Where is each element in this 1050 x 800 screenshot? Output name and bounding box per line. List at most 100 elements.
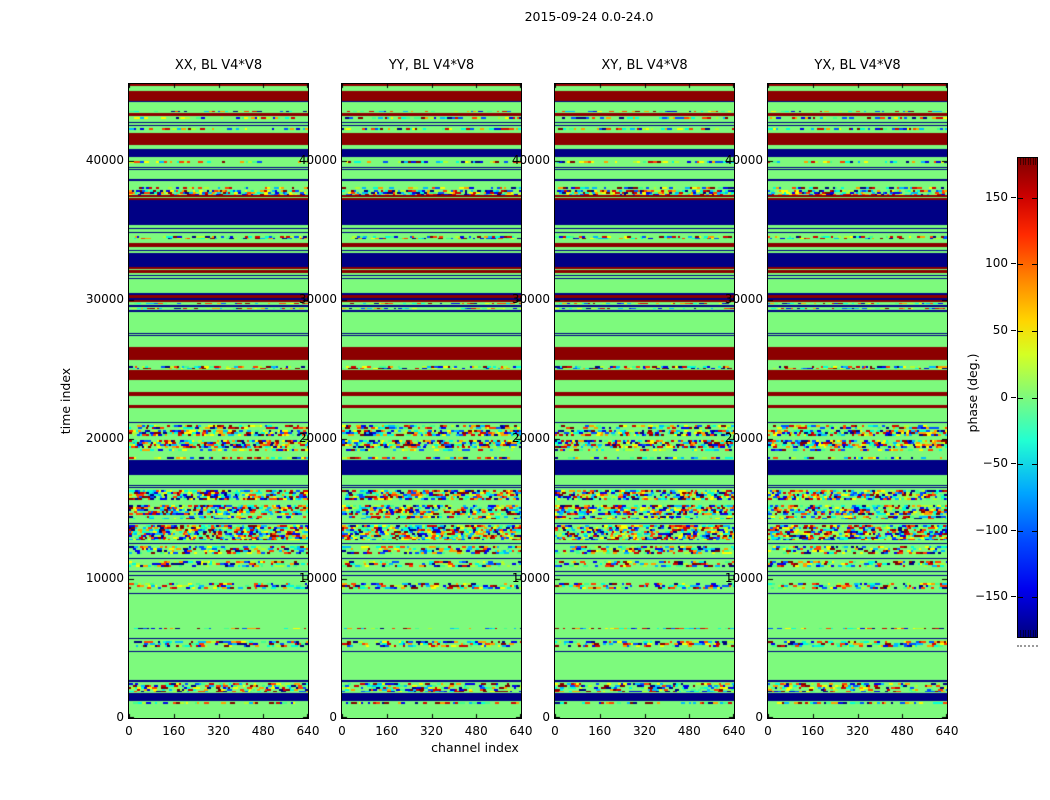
y-tick-label: 10000	[298, 570, 337, 585]
colorbar-tick-label: −50	[982, 456, 1008, 470]
x-tick-label: 160	[588, 724, 612, 738]
y-tick-label: 40000	[85, 152, 124, 167]
y-tick-label: 30000	[85, 291, 124, 306]
x-tick-label: 160	[162, 724, 186, 738]
y-tick-label: 40000	[298, 152, 337, 167]
x-tick-label: 160	[801, 724, 825, 738]
colorbar-tick	[1032, 331, 1037, 332]
x-tick-label: 0	[338, 724, 346, 738]
colorbar-tick	[1018, 198, 1023, 199]
x-tick-label: 320	[633, 724, 656, 738]
colorbar-tick	[1018, 331, 1023, 332]
colorbar-underflow-dots	[1017, 645, 1038, 647]
y-tick-label: 0	[542, 710, 550, 724]
x-tick-label: 480	[251, 724, 275, 738]
colorbar-tick	[1011, 330, 1016, 331]
colorbar-end-hatch	[1032, 158, 1034, 165]
x-tick-label: 320	[846, 724, 869, 738]
x-tick-label: 640	[509, 724, 533, 738]
colorbar-tick	[1032, 398, 1037, 399]
colorbar-end-hatch	[1025, 630, 1026, 637]
colorbar-tick	[1032, 597, 1037, 598]
colorbar-tick-label: 50	[992, 323, 1008, 337]
colorbar-tick	[1011, 463, 1016, 464]
x-tick-label: 320	[420, 724, 443, 738]
y-tick-label: 20000	[511, 431, 550, 446]
colorbar-end-hatch	[1020, 158, 1021, 165]
x-tick-label: 160	[375, 724, 399, 738]
colorbar-end-hatch	[1035, 158, 1036, 165]
colorbar-tick	[1032, 264, 1037, 265]
colorbar	[1017, 157, 1038, 638]
colorbar-tick	[1011, 197, 1016, 198]
heatmap-panel-xy	[554, 83, 735, 719]
colorbar-end-hatch	[1022, 158, 1024, 165]
colorbar-tick	[1018, 531, 1023, 532]
colorbar-tick	[1018, 398, 1023, 399]
heatmap-panel-yx	[767, 83, 948, 719]
colorbar-tick-label: −150	[975, 589, 1008, 603]
x-tick-label: 480	[677, 724, 701, 738]
heatmap-canvas-yx	[768, 84, 947, 718]
figure-title: 2015-09-24 0.0-24.0	[524, 9, 654, 24]
y-tick-label: 10000	[511, 570, 550, 585]
colorbar-end-hatch	[1035, 630, 1036, 637]
x-tick-label: 320	[207, 724, 230, 738]
colorbar-tick	[1011, 263, 1016, 264]
colorbar-tick-label: 100	[985, 256, 1008, 270]
colorbar-end-hatch	[1030, 158, 1031, 165]
y-tick-label: 10000	[85, 570, 124, 585]
y-tick-label: 10000	[724, 570, 763, 585]
colorbar-tick	[1011, 530, 1016, 531]
colorbar-end-hatch	[1030, 630, 1031, 637]
y-tick-label: 20000	[85, 431, 124, 446]
x-axis-label: channel index	[431, 740, 519, 755]
colorbar-tick-label: 150	[985, 190, 1008, 204]
colorbar-tick	[1032, 531, 1037, 532]
colorbar-tick	[1018, 264, 1023, 265]
y-tick-label: 40000	[724, 152, 763, 167]
y-tick-label: 30000	[298, 291, 337, 306]
colorbar-tick	[1011, 596, 1016, 597]
heatmap-canvas-yy	[342, 84, 521, 718]
y-tick-label: 30000	[724, 291, 763, 306]
colorbar-end-hatch	[1032, 630, 1034, 637]
colorbar-tick-label: −100	[975, 523, 1008, 537]
y-tick-label: 40000	[511, 152, 550, 167]
x-tick-label: 480	[464, 724, 488, 738]
y-tick-label: 0	[329, 710, 337, 724]
x-tick-label: 640	[935, 724, 959, 738]
heatmap-panel-xx	[128, 83, 309, 719]
colorbar-end-hatch	[1027, 158, 1029, 165]
x-tick-label: 0	[125, 724, 133, 738]
heatmap-canvas-xx	[129, 84, 308, 718]
colorbar-tick	[1018, 464, 1023, 465]
y-axis-label: time index	[58, 367, 73, 435]
y-tick-label: 20000	[724, 431, 763, 446]
x-tick-label: 640	[722, 724, 746, 738]
colorbar-tick	[1032, 464, 1037, 465]
colorbar-end-hatch	[1022, 630, 1024, 637]
heatmap-canvas-xy	[555, 84, 734, 718]
x-tick-label: 0	[764, 724, 772, 738]
panel-title-yx: YX, BL V4*V8	[814, 58, 901, 73]
colorbar-tick	[1011, 397, 1016, 398]
colorbar-tick-label: 0	[1000, 390, 1008, 404]
panel-title-xy: XY, BL V4*V8	[601, 58, 688, 73]
y-tick-label: 20000	[298, 431, 337, 446]
x-tick-label: 0	[551, 724, 559, 738]
colorbar-gradient	[1018, 158, 1037, 637]
colorbar-end-hatch	[1027, 630, 1029, 637]
x-tick-label: 480	[890, 724, 914, 738]
colorbar-end-hatch	[1020, 630, 1021, 637]
panel-title-yy: YY, BL V4*V8	[388, 58, 475, 73]
y-tick-label: 30000	[511, 291, 550, 306]
y-tick-label: 0	[755, 710, 763, 724]
x-tick-label: 640	[296, 724, 320, 738]
colorbar-end-hatch	[1025, 158, 1026, 165]
y-tick-label: 0	[116, 710, 124, 724]
colorbar-tick	[1018, 597, 1023, 598]
panel-title-xx: XX, BL V4*V8	[174, 58, 263, 73]
colorbar-tick	[1032, 198, 1037, 199]
